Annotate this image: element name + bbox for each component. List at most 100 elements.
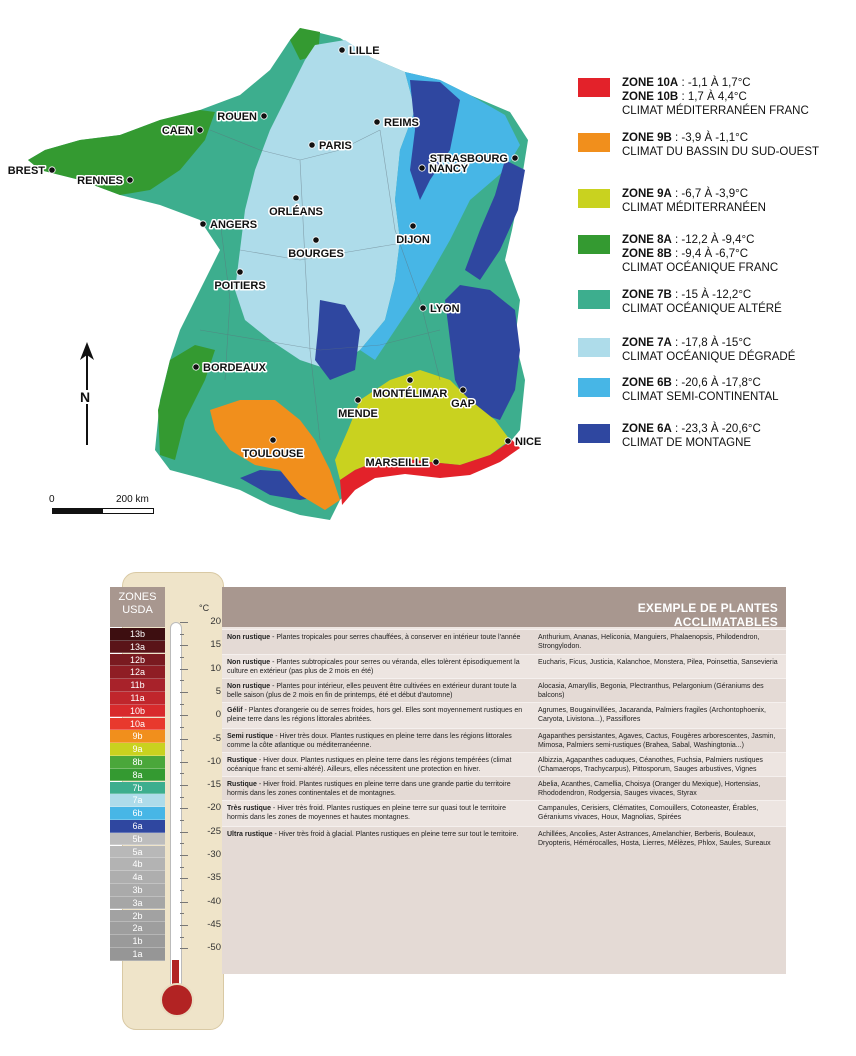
legend-zone-range: : -3,9 À -1,1°C (671, 132, 749, 144)
city-marker-icon (126, 176, 134, 184)
table-row: Gélif - Plantes d'orangerie ou de serres… (222, 702, 786, 728)
legend-zone-line: ZONE 7A : -17,8 À -15°C (622, 336, 856, 350)
legend-zone-line: ZONE 10B : 1,7 À 4,4°C (622, 90, 856, 104)
france-map (28, 28, 528, 520)
row-plants: Achillées, Ancolies, Aster Astrances, Am… (538, 831, 771, 847)
tick-mark (180, 831, 188, 833)
tick-mark (180, 715, 188, 717)
legend-zone-line: ZONE 6B : -20,6 À -17,8°C (622, 376, 856, 390)
hardiness-description: - Plantes pour intérieur, elles peuvent … (227, 683, 517, 699)
zone-9a-area (335, 370, 510, 480)
zone-row: 5a (110, 845, 165, 859)
legend-zone-name: ZONE 10B (622, 91, 679, 103)
tick-mark (180, 924, 188, 926)
tick-mark (180, 691, 188, 693)
city-marker-icon (312, 236, 320, 244)
city-marker-icon (269, 436, 277, 444)
city-marker-icon (196, 126, 204, 134)
row-plants: Anthurium, Ananas, Heliconia, Manguiers,… (538, 634, 760, 650)
city-label: TOULOUSE (243, 448, 304, 460)
legend-climate: CLIMAT OCÉANIQUE DÉGRADÉ (622, 351, 796, 363)
tick-mark-minor (180, 936, 184, 938)
city-label: ROUEN (217, 111, 257, 123)
city-marker-icon (459, 386, 467, 394)
tick-mark (180, 645, 188, 647)
table-row: Non rustique - Plantes subtropicales pou… (222, 654, 786, 678)
hardiness-term: Semi rustique (227, 733, 274, 740)
row-plants: Eucharis, Ficus, Justicia, Kalanchoe, Mo… (538, 659, 778, 666)
tick-mark (180, 878, 188, 880)
row-plants: Albizzia, Agapanthes caduques, Céanothes… (538, 757, 763, 773)
legend-swatch (578, 133, 610, 152)
tick-mark-minor (180, 913, 184, 915)
zone-9b-area (210, 400, 340, 510)
hardiness-term: Rustique (227, 757, 257, 764)
hardiness-description: - Plantes subtropicales pour serres ou v… (227, 659, 520, 675)
zone-8-west-area (28, 110, 215, 195)
city-marker-icon (511, 154, 519, 162)
tick-mark (180, 855, 188, 856)
hardiness-description: - Hiver très froid. Plantes rustiques en… (227, 805, 506, 821)
city-label: GAP (451, 398, 475, 410)
tick-mark-minor (180, 820, 184, 822)
city-marker-icon (418, 164, 426, 172)
tick-label: -10 (207, 755, 221, 767)
city-label: CAEN (162, 125, 193, 137)
zone-row: 8b (110, 756, 165, 769)
city-label: BORDEAUX (203, 362, 267, 374)
city-marker-icon (419, 304, 427, 312)
row-plants: Campanules, Cerisiers, Clématites, Corno… (538, 805, 759, 821)
tick-mark-minor (180, 656, 184, 658)
city-marker-icon (236, 268, 244, 276)
legend-zone-name: ZONE 7B (622, 289, 672, 301)
tick-mark (180, 668, 188, 670)
legend-climate: CLIMAT MÉDITERRANÉEN FRANC (622, 105, 809, 117)
city-label: LYON (430, 303, 460, 315)
legend-zone-name: ZONE 9B (622, 132, 672, 144)
tick-mark-minor (180, 796, 184, 798)
tick-label: 10 (210, 662, 221, 674)
legend-zone-line: ZONE 10A : -1,1 À 1,7°C (622, 76, 856, 90)
legend-zone-line: ZONE 8A : -12,2 À -9,4°C (622, 233, 856, 247)
scale-bar (52, 508, 154, 514)
zone-row: 13b (110, 628, 165, 641)
zone-7a-area (235, 40, 415, 370)
city-label: NICE (515, 436, 541, 448)
legend-text: ZONE 6B : -20,6 À -17,8°C CLIMAT SEMI-CON… (622, 376, 856, 404)
legend-swatch (578, 78, 610, 97)
tick-label: 0 (215, 709, 221, 721)
zone-row: 4a (110, 871, 165, 884)
tick-mark (180, 622, 188, 623)
city-label: DIJON (396, 234, 430, 246)
zone-6b-area (360, 72, 520, 360)
tick-mark-minor (180, 750, 184, 752)
legend-zone-range: : -6,7 À -3,9°C (671, 188, 749, 200)
city-label: BOURGES (288, 248, 344, 260)
row-description: Non rustique - Plantes pour intérieur, e… (227, 682, 527, 700)
legend-text: ZONE 8A : -12,2 À -9,4°C ZONE 8B : -9,4 À… (622, 233, 856, 275)
legend-text: ZONE 10A : -1,1 À 1,7°C ZONE 10B : 1,7 À … (622, 76, 856, 118)
table-row: Rustique - Hiver froid. Plantes rustique… (222, 776, 786, 800)
zone-8-coast-area (158, 345, 215, 460)
city-marker-icon (354, 396, 362, 404)
row-description: Très rustique - Hiver très froid. Plante… (227, 804, 527, 822)
legend-zone-range: : -9,4 À -6,7°C (671, 248, 749, 260)
row-description: Gélif - Plantes d'orangerie ou de serres… (227, 706, 527, 724)
tick-label: 20 (210, 616, 221, 627)
legend-text: ZONE 9A : -6,7 À -3,9°C CLIMAT MÉDITERRAN… (622, 187, 856, 215)
row-plants: Alocasia, Amaryllis, Begonia, Plectranth… (538, 683, 764, 699)
legend-zone-line: ZONE 8B : -9,4 À -6,7°C (622, 247, 856, 261)
legend-zone-name: ZONE 8B (622, 248, 672, 260)
zone-row: 6a (110, 820, 165, 833)
zone-row: 1a (110, 948, 165, 961)
city-layer: LILLE ROUEN CAEN REIMS PARIS BREST RENNES STRAS… (6, 44, 543, 471)
hardiness-description: - Hiver très froid à glacial. Plantes ru… (272, 831, 519, 838)
city-label: MENDE (338, 408, 378, 420)
city-marker-icon (292, 194, 300, 202)
legend-zone-line: ZONE 9A : -6,7 À -3,9°C (622, 187, 856, 201)
zone-row: 5b (110, 832, 165, 846)
hardiness-term: Gélif (227, 707, 243, 714)
legend-zone-range: : -1,1 À 1,7°C (678, 77, 751, 89)
tick-label: -50 (207, 942, 221, 954)
city-label: PARIS (319, 140, 352, 152)
